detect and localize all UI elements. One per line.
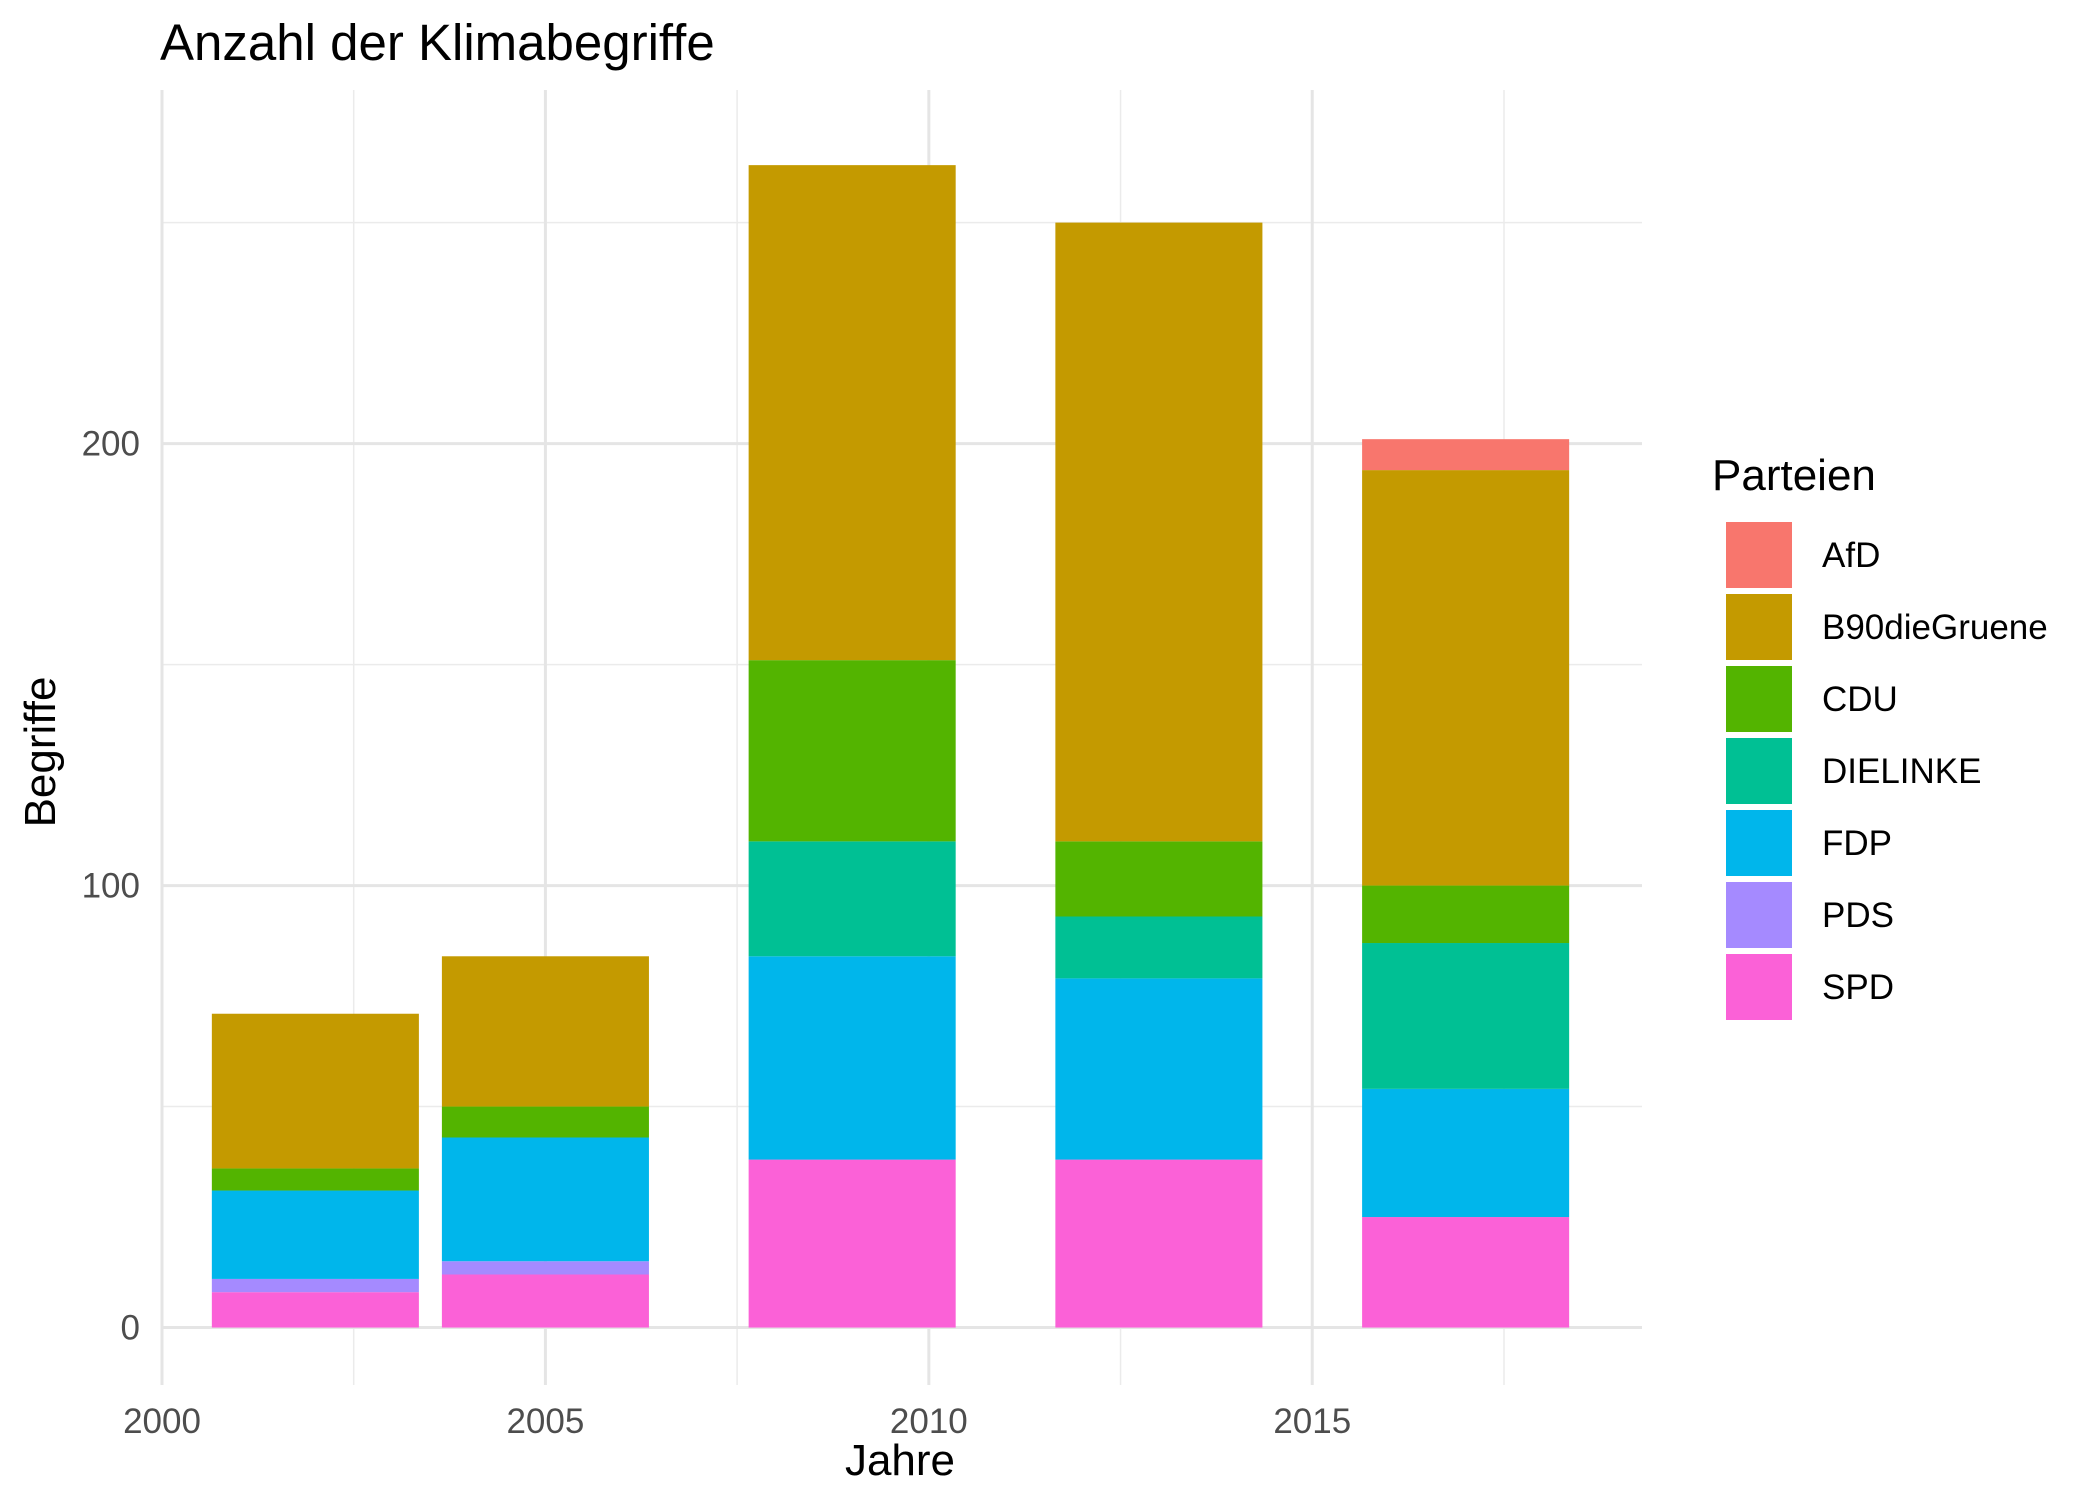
bar-segment-b90diegruene-2017 [1362, 470, 1570, 886]
bar-segment-dielinke-2017 [1362, 943, 1570, 1089]
y-tick-label: 100 [82, 867, 140, 906]
chart-title: Anzahl der Klimabegriffe [160, 14, 715, 71]
legend-label-spd: SPD [1822, 968, 1894, 1007]
bar-segment-cdu-2013 [1055, 841, 1263, 917]
x-tick-label: 2010 [890, 1402, 968, 1441]
legend-label-cdu: CDU [1822, 680, 1898, 719]
bar-segment-cdu-2009 [748, 660, 956, 842]
legend-key-cdu [1726, 666, 1792, 732]
legend-label-b90diegruene: B90dieGruene [1822, 608, 2048, 647]
bar-segment-spd-2005 [441, 1274, 649, 1328]
bar-segment-cdu-2017 [1362, 885, 1570, 944]
legend-key-dielinke [1726, 738, 1792, 804]
bar-segment-cdu-2005 [441, 1106, 649, 1138]
bar-segment-fdp-2017 [1362, 1088, 1570, 1218]
bar-segment-b90diegruene-2002 [211, 1013, 419, 1169]
legend-key-spd [1726, 954, 1792, 1020]
legend-label-dielinke: DIELINKE [1822, 752, 1982, 791]
x-tick-label: 2015 [1273, 1402, 1351, 1441]
x-tick-label: 2005 [506, 1402, 584, 1441]
bar-segment-spd-2002 [211, 1292, 419, 1328]
bar-segment-fdp-2013 [1055, 978, 1263, 1160]
bar-segment-pds-2005 [441, 1261, 649, 1275]
legend-label-pds: PDS [1822, 896, 1894, 935]
y-axis-ticks: 0 100 200 [82, 425, 140, 1348]
bars [211, 165, 1570, 1328]
bar-segment-fdp-2005 [441, 1137, 649, 1262]
bar-segment-dielinke-2013 [1055, 916, 1263, 979]
legend: Parteien AfD B90dieGruene CDU DIELINKE FDP PD… [1712, 451, 2048, 1020]
bar-segment-b90diegruene-2005 [441, 956, 649, 1107]
bar-segment-spd-2009 [748, 1159, 956, 1328]
y-tick-label: 200 [82, 425, 140, 464]
x-axis-ticks: 2000 2005 2010 2015 [123, 1402, 1351, 1441]
y-tick-label: 0 [121, 1309, 140, 1348]
bar-segment-spd-2013 [1055, 1159, 1263, 1328]
bar-segment-fdp-2002 [211, 1190, 419, 1279]
legend-key-b90diegruene [1726, 594, 1792, 660]
legend-key-pds [1726, 882, 1792, 948]
y-axis-title: Begriffe [16, 677, 65, 828]
bar-segment-b90diegruene-2009 [748, 165, 956, 661]
bar-segment-spd-2017 [1362, 1217, 1570, 1328]
x-axis-title: Jahre [845, 1436, 955, 1485]
legend-key-afd [1726, 522, 1792, 588]
legend-title: Parteien [1712, 451, 1876, 500]
bar-segment-pds-2002 [211, 1278, 419, 1293]
bar-segment-afd-2017 [1362, 439, 1570, 471]
bar-segment-dielinke-2009 [748, 841, 956, 957]
bar-segment-cdu-2002 [211, 1168, 419, 1191]
legend-label-fdp: FDP [1822, 824, 1892, 863]
legend-key-fdp [1726, 810, 1792, 876]
legend-label-afd: AfD [1822, 536, 1880, 575]
bar-segment-fdp-2009 [748, 956, 956, 1160]
bar-segment-b90diegruene-2013 [1055, 222, 1263, 842]
x-tick-label: 2000 [123, 1402, 201, 1441]
